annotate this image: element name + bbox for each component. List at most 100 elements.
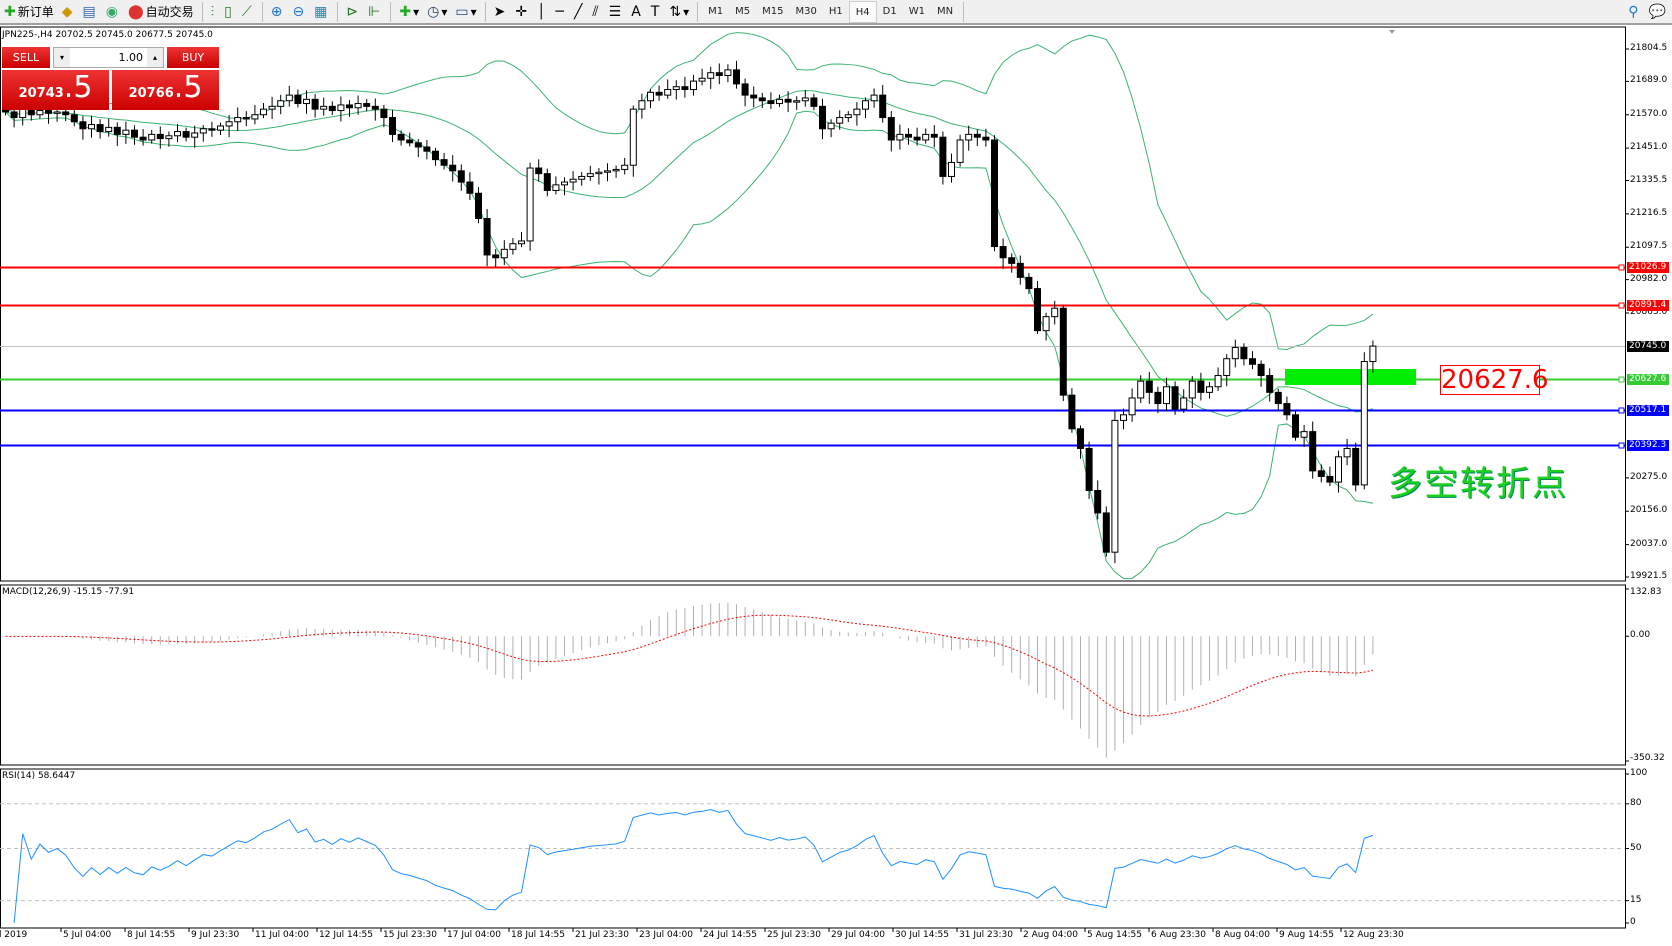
candle-chart-button[interactable]: ▯ [220,1,238,23]
increase-lot-button[interactable]: ▴ [147,48,163,67]
line-chart-button[interactable]: ⟋ [238,1,258,23]
bull-candle [500,248,508,259]
timeframe-m30[interactable]: M30 [795,5,817,17]
zoom-out-button[interactable]: ⊖ [288,1,310,23]
price-axis-label: 21335.5 [1630,174,1668,185]
buy-button[interactable]: BUY [167,47,219,68]
separator [484,1,486,22]
bull-candle [1120,414,1127,421]
bear-candle [784,98,792,103]
bear-candle [483,218,491,256]
bear-candle [741,83,749,96]
bull-candle [1335,456,1342,483]
cursor-icon: ➤ [493,3,506,20]
macd-axis-label: 132.83 [1630,587,1662,597]
timeframe-m15[interactable]: M15 [762,5,784,17]
price-level-tag[interactable]: 20627.6 [1627,373,1669,385]
bull-candle [1206,386,1213,393]
bear-candle [242,117,250,120]
chart-shift-button[interactable]: ⊩ [364,1,386,23]
auto-scroll-button[interactable]: ⊳ [342,1,364,23]
indicators-button[interactable]: ✚ ▾ [399,3,420,20]
signals-button[interactable]: ◉ [102,1,124,23]
bear-candle [432,150,439,161]
timeframe-m5[interactable]: M5 [735,5,751,17]
tile-windows-button[interactable]: ▦ [310,1,333,23]
timeframe-h4[interactable]: H4 [848,0,877,23]
zoom-in-button[interactable]: ⊕ [267,1,289,23]
bear-candle [457,170,465,183]
timeframe-m1[interactable]: M1 [708,5,724,17]
crosshair-button[interactable]: ✛ [511,1,533,23]
crosshair-icon: ✛ [515,3,528,20]
bull-candle [260,108,267,116]
bear-candle [991,139,998,248]
level-handle [1618,376,1625,383]
bull-candle [337,104,345,112]
bar-chart-button[interactable]: ⫶ [207,1,221,23]
zoom-out-icon: ⊖ [292,3,305,20]
auto-trading-button[interactable]: ⬤ 自动交易 [127,3,194,20]
timeframe-mn[interactable]: MN [936,5,954,17]
sell-price-button[interactable]: 20743.5 [2,70,109,110]
bollinger-upper-band [5,32,1374,351]
timeframe-d1[interactable]: D1 [882,5,897,17]
lot-size-stepper[interactable]: ▾ 1.00 ▴ [53,47,164,68]
decrease-lot-button[interactable]: ▾ [54,48,70,67]
horizontal-line-button[interactable]: ─ [552,1,570,23]
timeframe-h1[interactable]: H1 [828,5,843,17]
macd-axis-label: 0.00 [1630,630,1651,641]
lot-size-input[interactable]: 1.00 [118,51,144,64]
chat-button[interactable]: 💬 [1645,1,1672,23]
sell-price-pips: .5 [63,70,93,105]
bear-candle [113,126,121,135]
bear-candle [440,159,448,166]
bull-candle [174,131,181,137]
text-label-button[interactable]: T [647,1,666,23]
trendline-button[interactable]: ╱ [570,1,588,23]
vertical-line-button[interactable]: │ [533,1,551,23]
buy-price: 20766 [128,86,174,101]
macd-signal-line [5,614,1374,717]
price-level-tag[interactable]: 20392.3 [1627,439,1669,451]
bull-candle [647,91,654,102]
bull-candle [621,164,629,170]
price-level-tag[interactable]: 20891.4 [1627,299,1669,311]
bear-candle [492,254,500,259]
bull-candle [844,114,852,119]
periods-button[interactable]: ◷ ▾ [427,3,448,20]
bear-candle [767,100,775,105]
text-button[interactable]: A [627,1,647,23]
bear-candle [715,72,723,76]
time-axis-label: 5 Jul 04:00 [63,930,112,940]
price-axis-label: 21451.0 [1630,142,1668,153]
price-level-tag[interactable]: 20745.0 [1627,340,1669,352]
buy-price-button[interactable]: 20766.5 [112,70,219,110]
bar-chart-icon: ⫶ [210,3,215,20]
reversal-point-annotation[interactable]: 多空转折点 [1388,464,1568,504]
bear-candle [973,133,981,138]
timeframe-w1[interactable]: W1 [908,5,925,17]
time-axis-label: 8 Jul 14:55 [127,930,176,940]
templates-button[interactable]: ▭ ▾ [455,3,477,20]
bull-candle [234,117,242,123]
search-button[interactable]: ⚲ [1624,1,1644,23]
new-order-button[interactable]: ✚ 新订单 [4,3,54,20]
bear-candle [406,139,414,144]
cursor-button[interactable]: ➤ [490,1,512,23]
sell-button[interactable]: SELL [2,47,50,68]
fibonacci-button[interactable]: ☰ [605,1,628,23]
price-level-tag[interactable]: 21026.9 [1627,261,1669,273]
navigator-button[interactable]: ▤ [79,1,102,23]
bear-candle [1068,394,1076,430]
arrows-button[interactable]: ⇅ ▾ [669,3,690,20]
market-watch-button[interactable]: ◆ [58,1,79,23]
bull-candle [285,94,293,102]
price-level-tag[interactable]: 20517.1 [1627,404,1669,416]
price-annotation[interactable]: 20627.6 [1440,365,1549,395]
time-axis-label: 30 Jul 14:55 [895,930,949,940]
bear-candle [182,131,190,138]
equidistant-channel-button[interactable]: ⫽ [588,1,604,23]
price-axis-label: 21216.5 [1630,207,1668,218]
